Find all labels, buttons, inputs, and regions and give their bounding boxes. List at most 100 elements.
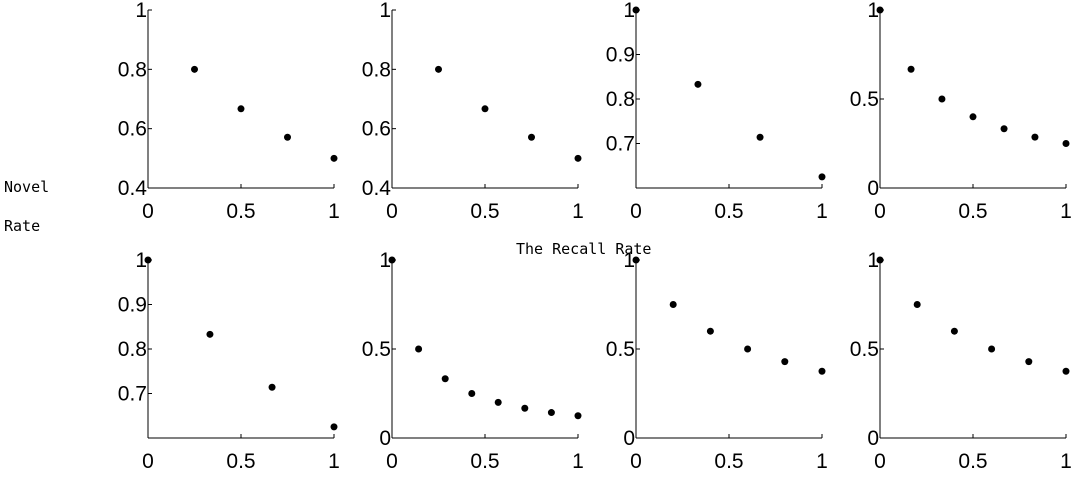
y-tick-label: 0.5	[606, 338, 635, 361]
data-point	[441, 375, 449, 383]
x-tick-label: 1	[328, 200, 340, 223]
x-tick-label: 0.5	[470, 200, 499, 223]
y-tick-label: 0.6	[362, 118, 391, 141]
data-point	[574, 154, 582, 162]
x-tick-label: 1	[1060, 450, 1072, 473]
data-point	[876, 256, 884, 264]
y-tick-label: 0.5	[850, 338, 879, 361]
data-point	[756, 133, 764, 141]
data-point	[1031, 133, 1039, 141]
data-point	[969, 113, 977, 121]
x-tick-label: 0.5	[226, 450, 255, 473]
data-point	[237, 105, 245, 113]
x-tick-label: 0	[386, 450, 398, 473]
data-point	[1000, 125, 1008, 133]
y-tick-label: 1	[135, 0, 147, 22]
y-tick-label: 1	[379, 249, 391, 272]
data-point	[468, 390, 476, 397]
y-tick-label: 0.8	[118, 338, 147, 361]
x-tick-label: 0	[874, 200, 886, 223]
panel-6: 0 0.5 1 0 0.5 1	[362, 249, 584, 473]
y-tick-label: 0.5	[850, 88, 879, 111]
x-tick-label: 0	[874, 450, 886, 473]
data-point	[913, 301, 921, 308]
y-tick-label: 0.4	[118, 177, 148, 200]
x-tick-label: 0	[630, 200, 642, 223]
ylabel-line-1: Novel	[4, 178, 49, 196]
data-point	[144, 256, 152, 264]
y-tick-label: 0	[379, 427, 391, 450]
data-point	[694, 80, 702, 88]
x-tick-label: 1	[1060, 200, 1072, 223]
data-point	[1062, 140, 1070, 147]
y-tick-label: 0.8	[118, 58, 147, 81]
data-point	[494, 398, 502, 406]
data-point	[521, 404, 529, 412]
x-tick-label: 0.5	[958, 450, 987, 473]
y-tick-label: 0	[867, 177, 879, 200]
x-tick-label: 0	[386, 200, 398, 223]
data-point	[330, 154, 338, 162]
y-tick-label: 0	[867, 427, 879, 450]
data-point	[1062, 367, 1070, 375]
y-tick-label: 1	[623, 0, 635, 22]
data-point	[876, 6, 884, 14]
y-tick-label: 0.4	[362, 177, 392, 200]
panel-4: 0 0.5 1 0 0.5 1	[850, 0, 1072, 223]
data-point	[744, 345, 752, 353]
x-tick-label: 1	[816, 200, 828, 223]
y-tick-label: 0	[623, 427, 635, 450]
data-point	[938, 95, 946, 103]
x-tick-label: 1	[572, 450, 584, 473]
data-point	[284, 133, 291, 141]
x-tick-label: 0	[142, 450, 154, 473]
x-tick-label: 0.5	[958, 200, 987, 223]
y-tick-label: 0.8	[362, 58, 391, 81]
data-point	[781, 358, 789, 366]
y-tick-label: 0.9	[118, 294, 147, 317]
y-tick-label: 0.7	[606, 133, 635, 156]
x-tick-label: 1	[572, 200, 584, 223]
data-point	[191, 65, 198, 73]
panel-5: 0 0.5 1 0.7 0.8 0.9 1	[118, 249, 340, 473]
data-point	[574, 412, 582, 420]
panel-7: 0 0.5 1 0 0.5 1	[606, 249, 828, 473]
y-tick-label: 0.5	[362, 338, 391, 361]
x-tick-label: 1	[816, 450, 828, 473]
x-tick-label: 1	[328, 450, 340, 473]
y-tick-label: 1	[135, 249, 147, 272]
data-point	[632, 6, 640, 14]
panel-2: 0 0.5 1 0.4 0.6 0.8 1	[362, 0, 584, 223]
y-tick-label: 0.9	[606, 44, 635, 67]
y-tick-label: 1	[867, 0, 879, 22]
x-tick-label: 0	[142, 200, 154, 223]
data-point	[818, 173, 826, 181]
x-axis-label: The Recall Rate	[516, 240, 651, 258]
data-point	[1025, 358, 1033, 366]
data-point	[330, 423, 338, 431]
data-point	[528, 133, 535, 141]
x-tick-label: 0.5	[714, 200, 743, 223]
x-tick-label: 0.5	[714, 450, 743, 473]
data-point	[706, 327, 714, 335]
data-point	[388, 256, 396, 264]
data-point	[907, 65, 915, 73]
panel-1: 0 0.5 1 0.4 0.6 0.8 1	[118, 0, 340, 223]
data-point	[415, 345, 423, 353]
data-point	[435, 65, 442, 73]
y-tick-label: 0.8	[606, 88, 635, 111]
y-tick-label: 1	[867, 249, 879, 272]
data-point	[206, 330, 214, 338]
data-point	[950, 327, 958, 335]
y-tick-label: 0.6	[118, 118, 147, 141]
panel-3: 0 0.5 1 0.7 0.8 0.9 1	[606, 0, 828, 223]
panel-8: 0 0.5 1 0 0.5 1	[850, 249, 1072, 473]
x-tick-label: 0	[630, 450, 642, 473]
data-point	[632, 256, 640, 264]
y-tick-label: 1	[623, 249, 635, 272]
data-point	[818, 367, 826, 375]
data-point	[988, 345, 996, 353]
panels: 0 0.5 1 0.4 0.6 0.8 1 0 0.5 1 0.4 0.6 0.8 1 0 0.5 1 0.7 0.…	[118, 0, 1072, 473]
x-tick-label: 0.5	[470, 450, 499, 473]
